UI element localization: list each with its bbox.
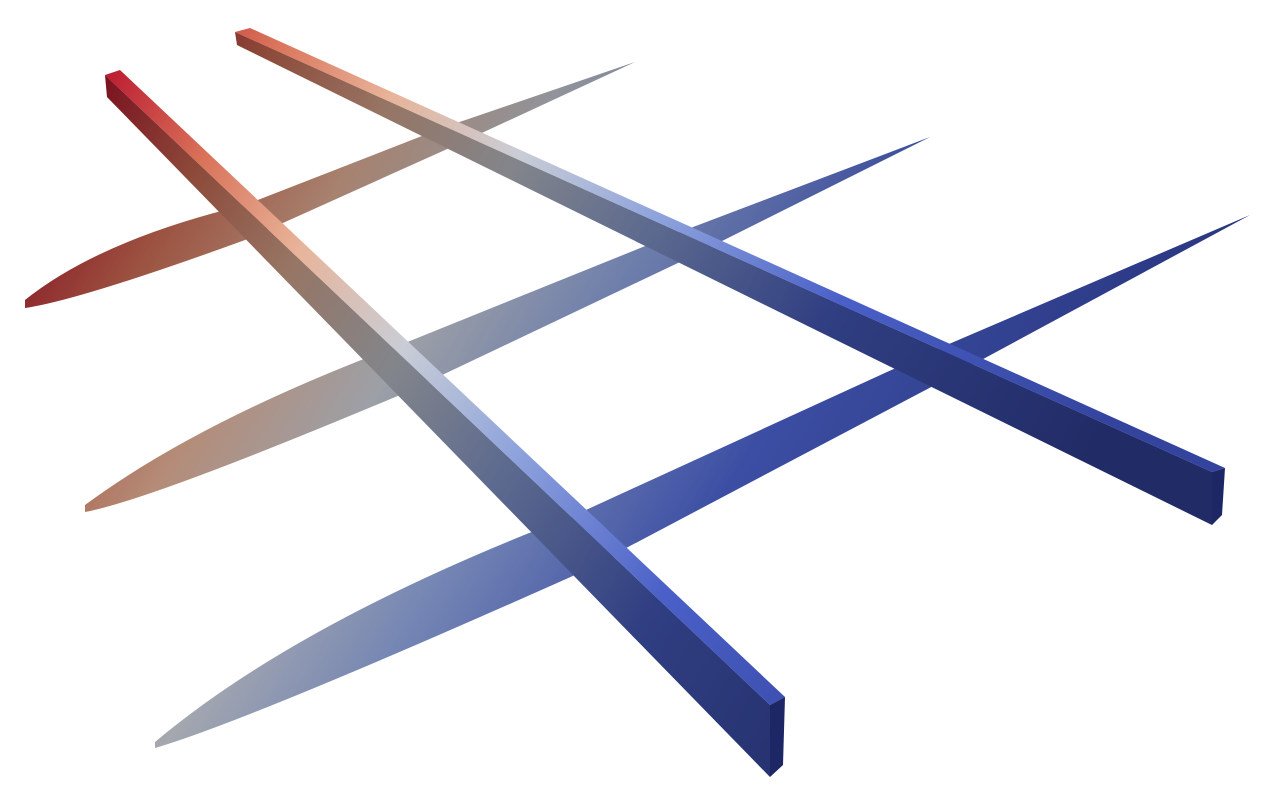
beam bbox=[105, 70, 785, 777]
blade-face bbox=[85, 137, 930, 512]
blade bbox=[25, 62, 635, 308]
beam-side bbox=[235, 32, 1212, 525]
blade bbox=[155, 215, 1250, 748]
beam-top bbox=[105, 70, 785, 705]
beam-end bbox=[770, 697, 785, 777]
beam-top bbox=[235, 28, 1225, 472]
blade-face bbox=[155, 215, 1250, 748]
blade-shade bbox=[85, 137, 930, 512]
beam-side-shade bbox=[235, 32, 1212, 525]
blade-face bbox=[25, 62, 635, 308]
blade bbox=[85, 137, 930, 512]
blade-shade bbox=[25, 62, 635, 308]
beam-end bbox=[1212, 468, 1225, 525]
beam-side-shade bbox=[105, 75, 770, 777]
beam bbox=[235, 28, 1225, 525]
beam-side bbox=[105, 75, 770, 777]
blade-shade bbox=[155, 215, 1250, 748]
